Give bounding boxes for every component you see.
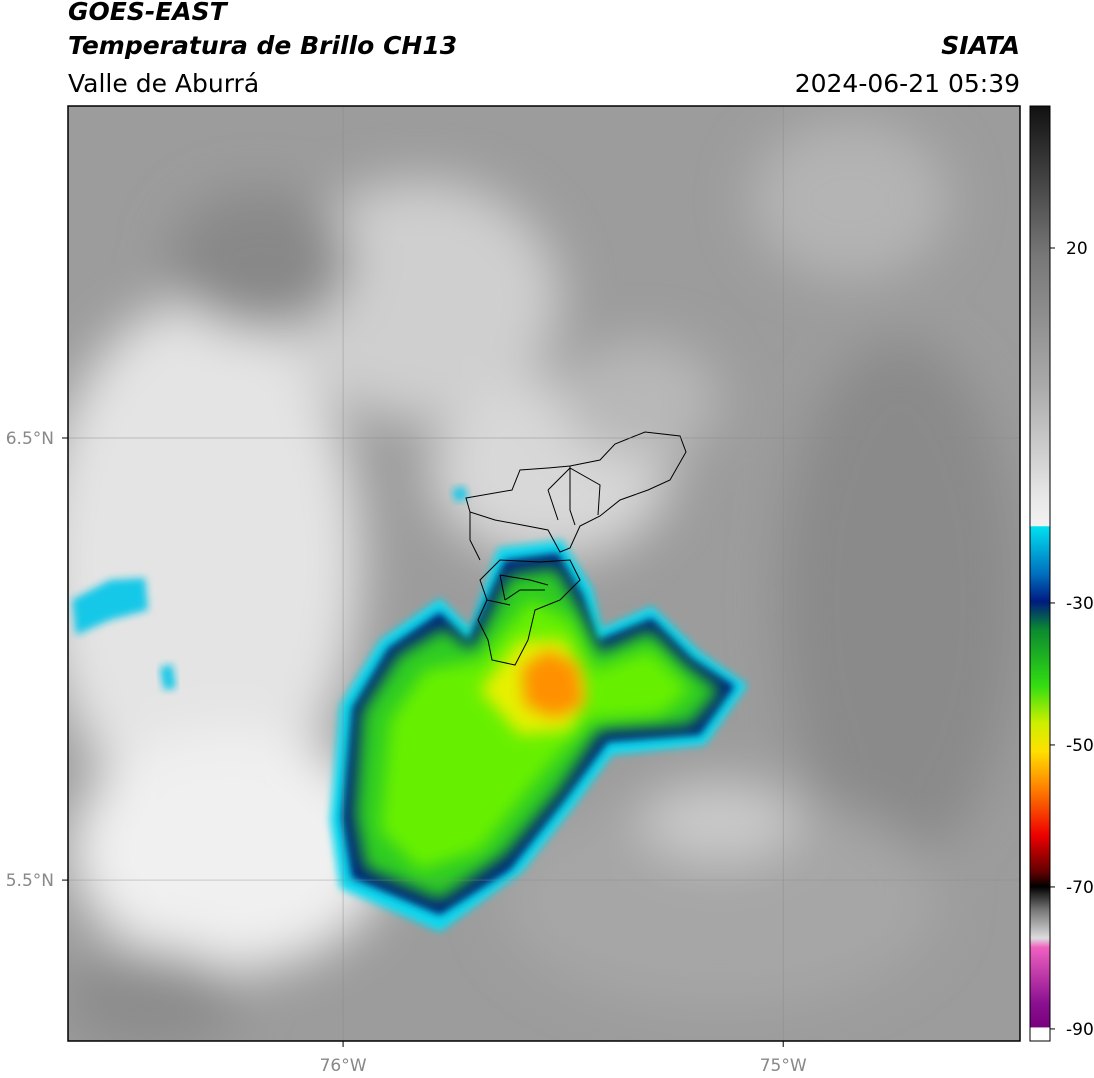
colorbar (1029, 105, 1051, 1042)
title: GOES-EAST (68, 0, 229, 26)
colorbar-tick-label: -30 (1066, 594, 1094, 614)
x-tick-label: 76°W (320, 1056, 367, 1076)
graticule (62, 106, 1020, 1047)
municipal-boundaries (465, 431, 687, 666)
storm (72, 486, 748, 932)
region: Valle de Aburrá (68, 69, 259, 98)
satellite-image (68, 106, 1020, 1041)
x-tick-label: 75°W (760, 1056, 807, 1076)
colorbar-tick-label: 20 (1066, 239, 1088, 259)
map-frame (67, 105, 1021, 1042)
colorbar-tick-label: -90 (1066, 1020, 1094, 1040)
colorbar-tick-label: -70 (1066, 878, 1094, 898)
colorbar-tick-label: -50 (1066, 736, 1094, 756)
timestamp: 2024-06-21 05:39 (795, 69, 1020, 98)
y-tick-label: 5.5°N (6, 871, 54, 891)
y-tick-label: 6.5°N (6, 429, 54, 449)
source: SIATA (941, 31, 1020, 60)
subtitle: Temperatura de Brillo CH13 (68, 31, 457, 60)
